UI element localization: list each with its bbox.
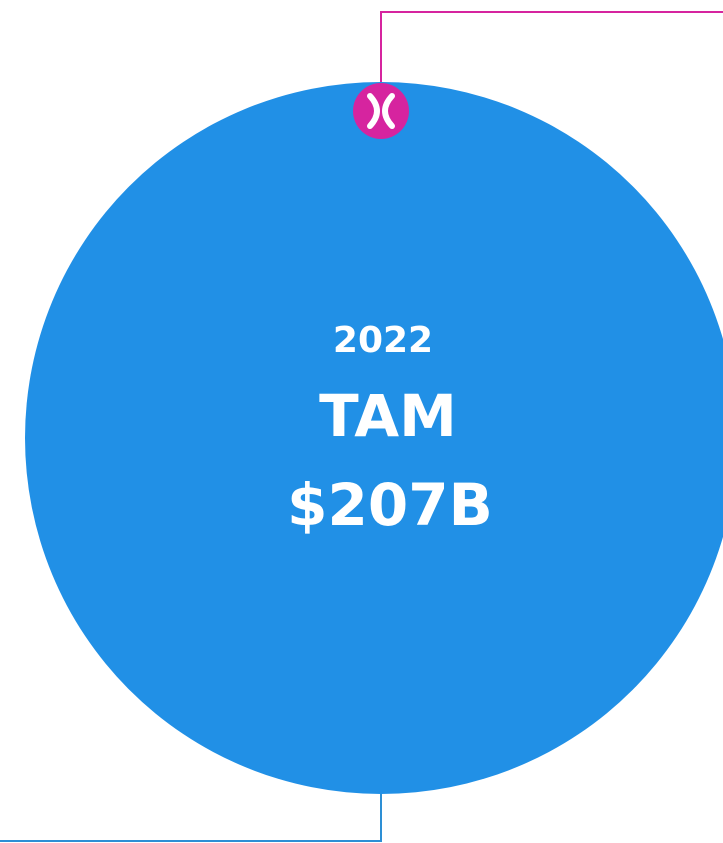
logo-badge [353, 83, 409, 139]
connector-top [380, 11, 723, 100]
value: $207B [287, 471, 493, 539]
logo-icon [367, 93, 395, 129]
year: 2022 [333, 320, 433, 361]
tam-circle [25, 82, 723, 794]
label: TAM [319, 382, 457, 450]
connector-bottom [0, 790, 382, 842]
